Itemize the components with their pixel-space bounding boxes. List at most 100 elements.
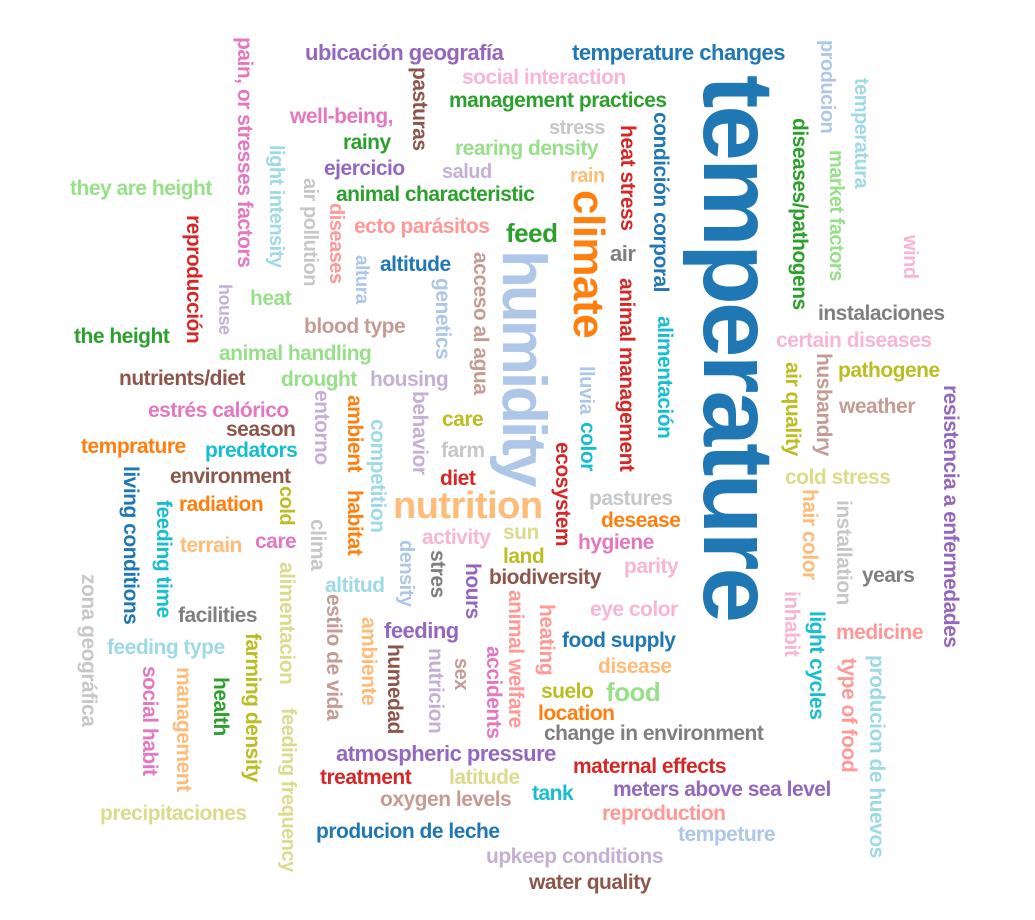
word-feeding: feeding: [384, 618, 459, 643]
word-genetics: genetics: [431, 278, 454, 360]
word-nutricion: nutricion: [424, 648, 447, 734]
word-instalaciones: instalaciones: [818, 302, 945, 325]
word-food: food: [606, 677, 661, 707]
word-feed: feed: [506, 218, 558, 248]
word-blood-type: blood type: [304, 315, 406, 338]
word-market-factors: market factors: [825, 150, 847, 281]
word-feeding-frequency: feeding frequency: [277, 708, 299, 872]
word-animal-characteristic: animal characteristic: [336, 183, 535, 206]
word-behavior: behavior: [408, 391, 431, 475]
word-hygiene: hygiene: [578, 531, 654, 554]
word-location: location: [538, 702, 615, 725]
word-feeding-time: feeding time: [152, 500, 175, 618]
word-acceso-al-agua: acceso al agua: [469, 252, 492, 395]
word-heat-stress: heat stress: [616, 125, 639, 231]
word-tempeture: tempeture: [678, 823, 776, 846]
word-diseases: diseases: [325, 203, 347, 284]
word-sun: sun: [503, 521, 539, 544]
word-wind: wind: [899, 235, 921, 279]
word-care: care: [255, 530, 297, 553]
word-farm: farm: [441, 439, 485, 462]
word-eye-color: eye color: [590, 598, 678, 621]
word-animal-management: animal management: [615, 278, 638, 472]
word-maternal-effects: maternal effects: [573, 755, 727, 778]
word-resistencia-a-enfermedades: resistencia a enfermedades: [939, 385, 962, 648]
word-type-of-food: type of food: [837, 658, 860, 773]
word-weather: weather: [839, 395, 915, 418]
word-well-being: well-being,: [290, 105, 394, 128]
word-radiation: radiation: [179, 493, 264, 516]
word-nutrition: nutrition: [393, 485, 543, 527]
word-alimentaci-n: alimentación: [653, 316, 676, 439]
word-upkeep-conditions: upkeep conditions: [486, 845, 664, 868]
word-zona-geogr-fica: zona geográfica: [77, 574, 100, 727]
word-climate: climate: [564, 190, 613, 339]
word-housing: housing: [370, 368, 449, 391]
word-temprature: temprature: [81, 435, 186, 458]
word-accidents: accidents: [482, 646, 505, 739]
word-management-practices: management practices: [449, 89, 667, 112]
word-hair-color: hair color: [798, 489, 821, 580]
word-light-intensity: light intensity: [265, 145, 287, 268]
word-density: density: [395, 540, 417, 607]
word-ambient: ambient: [343, 395, 366, 473]
word-management: management: [172, 667, 195, 792]
word-oxygen-levels: oxygen levels: [380, 788, 512, 811]
word-altura: altura: [351, 255, 372, 304]
word-social-interaction: social interaction: [462, 66, 626, 89]
word-disease: disease: [598, 655, 672, 678]
word-health: health: [209, 677, 232, 736]
word-farming-density: farming density: [241, 633, 264, 782]
word-ecosystem: ecosystem: [551, 442, 574, 547]
word-installation: installation: [832, 500, 855, 605]
word-feeding-type: feeding type: [107, 636, 225, 659]
word-meters-above-sea-level: meters above sea level: [613, 778, 831, 801]
word-land: land: [503, 545, 545, 568]
word-medicine: medicine: [836, 621, 924, 644]
word-terrain: terrain: [180, 534, 242, 557]
word-ubicaci-n-geograf-a: ubicación geografía: [305, 40, 504, 65]
word-years: years: [862, 564, 915, 587]
word-temperatura: temperatura: [850, 78, 872, 189]
word-sex: sex: [450, 658, 472, 690]
word-diet: diet: [440, 467, 476, 490]
word-entorno: entorno: [310, 390, 333, 465]
word-lluvia: lluvia: [575, 366, 597, 415]
word-care: care: [442, 408, 484, 431]
word-altitud: altitud: [325, 574, 385, 597]
word-activity: activity: [422, 526, 491, 549]
word-water-quality: water quality: [529, 871, 651, 894]
word-humidity: humidity: [489, 250, 558, 485]
word-condici-n-corporal: condición corporal: [649, 112, 672, 293]
word-producion-de-leche: producion de leche: [316, 820, 500, 843]
word-heating: heating: [535, 604, 558, 676]
word-color: color: [576, 422, 599, 471]
word-salud: salud: [442, 161, 492, 183]
word-they-are-height: they are height: [70, 177, 212, 200]
word-air-pollution: air pollution: [299, 178, 321, 286]
word-pasturas: pasturas: [408, 67, 431, 151]
word-house: house: [215, 284, 235, 335]
word-facilities: facilities: [178, 604, 258, 627]
word-temperature-changes: temperature changes: [572, 40, 786, 65]
word-pain-or-stresses-factors: pain, or stresses factors: [233, 37, 256, 268]
word-estilo-de-vida: estilo de vida: [322, 594, 345, 721]
word-treatment: treatment: [320, 766, 412, 789]
word-hours: hours: [461, 563, 484, 619]
word-parity: parity: [624, 555, 679, 578]
word-reproduction: reproduction: [602, 802, 726, 825]
word-humedad: humedad: [383, 644, 406, 734]
word-animal-handling: animal handling: [219, 342, 372, 365]
word-food-supply: food supply: [562, 629, 676, 652]
word-rain: rain: [570, 165, 605, 187]
word-heat: heat: [250, 287, 292, 310]
word-air: air: [610, 241, 636, 266]
word-temperature: temperature: [682, 75, 794, 620]
word-biodiversity: biodiversity: [489, 566, 601, 589]
word-stres: stres: [426, 550, 449, 598]
word-nutrients-diet: nutrients/diet: [119, 367, 246, 390]
word-living-conditions: living conditions: [119, 466, 142, 625]
word-social-habit: social habit: [138, 666, 161, 776]
word-light-cycles: light cycles: [805, 611, 828, 720]
